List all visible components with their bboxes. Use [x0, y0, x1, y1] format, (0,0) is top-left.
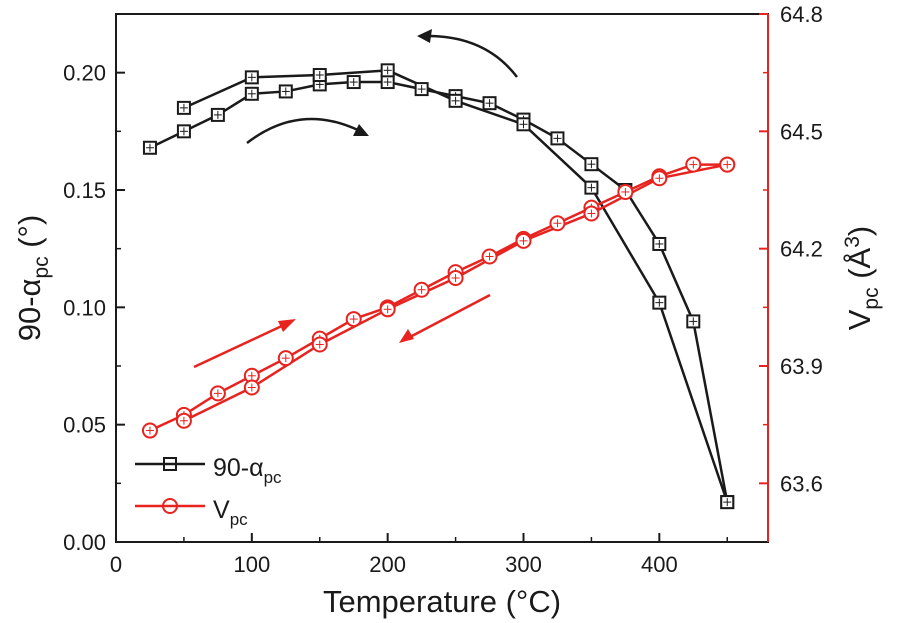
legend-label-black: 90-αpc: [213, 454, 282, 487]
x-axis-label: Temperature (°C): [323, 584, 561, 619]
y-axis-right-label: Vpc (Å3): [841, 226, 883, 331]
y-right-tick-label: 63.9: [780, 354, 823, 379]
y-right-tick-label: 64.2: [780, 237, 823, 262]
y-right-label-base: V: [842, 309, 877, 330]
arrow-heating-red-head: [278, 319, 296, 332]
legend-label-red-sub: pc: [230, 510, 248, 529]
arrow-heating-red: [193, 322, 287, 369]
x-tick-label: 400: [641, 552, 678, 577]
legend-label-red: Vpc: [213, 496, 248, 529]
x-tick-label: 0: [110, 552, 122, 577]
arrow-heating-black-head: [353, 124, 369, 136]
legend-marker-circle: [162, 498, 178, 514]
arrow-cooling-red-head: [399, 329, 414, 343]
y-axis-left: 0.00 0.05 0.10 0.15 0.20: [63, 61, 125, 555]
arrow-cooling-black-head: [417, 29, 432, 43]
y-left-label-suffix: (°): [12, 215, 47, 257]
x-axis: 0 100 200 300 400: [110, 533, 728, 577]
legend: 90-αpc Vpc: [135, 454, 282, 529]
y-left-tick-label: 0.05: [63, 413, 106, 438]
series-line: [149, 163, 728, 432]
y-left-label-sub: pc: [30, 256, 53, 278]
arrow-cooling-black: [424, 34, 518, 78]
y-left-tick-label: 0.10: [63, 295, 106, 320]
series-line: [183, 69, 729, 503]
series-line: [183, 163, 728, 422]
arrow-heating-black: [246, 117, 361, 144]
y-right-tick-label: 64.8: [780, 2, 823, 27]
y-right-tick-label: 64.5: [780, 119, 823, 144]
x-tick-label: 300: [505, 552, 542, 577]
legend-label-red-base: V: [213, 496, 230, 524]
y-right-label-sub: pc: [860, 287, 883, 309]
y-left-tick-label: 0.00: [63, 530, 106, 555]
legend-marker-square: [163, 457, 177, 471]
x-tick-label: 200: [369, 552, 406, 577]
legend-label-black-base: 90-α: [213, 454, 264, 482]
series-line: [149, 80, 729, 503]
y-left-label-base: 90-α: [12, 278, 47, 341]
direction-arrows: [193, 29, 518, 369]
legend-label-black-sub: pc: [264, 468, 282, 487]
y-right-tick-label: 63.6: [780, 471, 823, 496]
y-axis-left-label: 90-αpc (°): [12, 215, 53, 342]
y-right-label-close: ): [842, 226, 877, 236]
x-tick-label: 100: [233, 552, 270, 577]
y-right-label-suffix: (Å: [842, 247, 877, 287]
y-right-label-sup: 3: [841, 236, 864, 248]
y-left-tick-label: 0.20: [63, 61, 106, 86]
y-left-tick-label: 0.15: [63, 178, 106, 203]
series-layer: [141, 63, 736, 510]
y-axis-right: 63.6 63.9 64.2 64.5 64.8: [759, 2, 823, 496]
arrow-cooling-red: [409, 293, 491, 339]
